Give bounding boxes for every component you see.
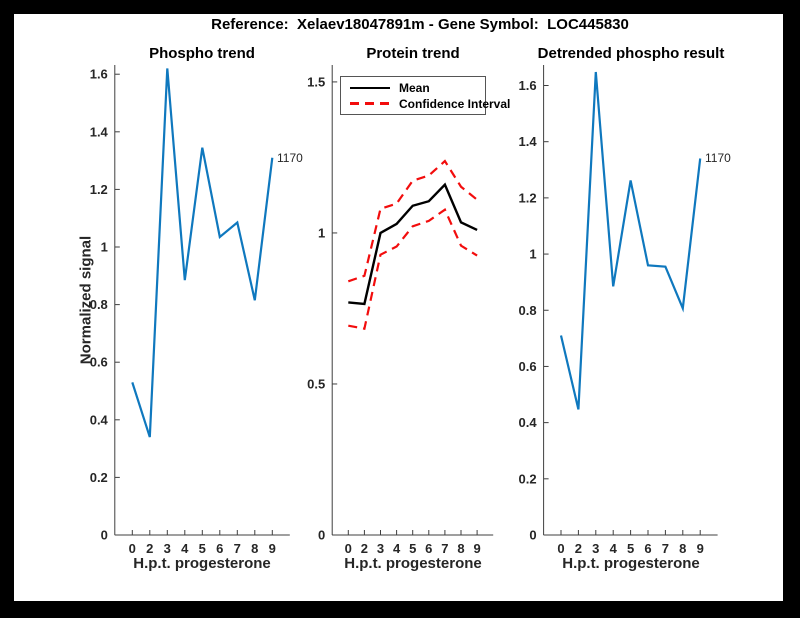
y-tick-label: 1 [529, 247, 536, 262]
y-tick-label: 0.8 [90, 297, 108, 312]
x-tick-label: 6 [644, 541, 651, 556]
y-tick-label: 1.4 [90, 124, 109, 139]
x-tick-label: 9 [269, 541, 276, 556]
y-tick-label: 1.4 [519, 134, 538, 149]
legend-entry-mean: Mean [341, 80, 485, 95]
subplot-title-detrended: Detrended phospho result [537, 45, 725, 62]
x-tick-label: 7 [441, 541, 448, 556]
y-tick-label: 0.8 [519, 303, 537, 318]
x-tick-label: 8 [679, 541, 686, 556]
y-tick-label: 1.6 [519, 78, 537, 93]
legend-entry-ci: Confidence Interval [341, 96, 510, 111]
x-tick-label: 5 [627, 541, 634, 556]
x-tick-label: 4 [610, 541, 618, 556]
x-tick-label: 0 [557, 541, 564, 556]
y-tick-label: 1.2 [90, 182, 108, 197]
y-tick-label: 0.2 [519, 471, 537, 486]
legend-label-mean: Mean [399, 80, 430, 95]
y-tick-label: 0.2 [90, 470, 108, 485]
y-tick-label: 1 [101, 240, 108, 255]
y-tick-label: 0.5 [307, 376, 325, 391]
x-tick-label: 5 [409, 541, 416, 556]
y-tick-label: 0 [529, 528, 536, 543]
endpoint-label-1: 1170 [277, 151, 303, 165]
x-tick-label: 3 [592, 541, 599, 556]
x-tick-label: 0 [129, 541, 136, 556]
y-tick-label: 1.2 [519, 190, 537, 205]
x-axis-label-1: H.p.t. progesterone [133, 555, 271, 572]
y-tick-label: 1.6 [90, 67, 108, 82]
series-line-phospho-signal [131, 68, 274, 438]
series-line-confidence-lower [348, 208, 478, 330]
x-tick-label: 2 [361, 541, 368, 556]
y-tick-label: 1.5 [307, 74, 325, 89]
y-tick-label: 0.6 [519, 359, 537, 374]
x-axis-label-3: H.p.t. progesterone [562, 555, 700, 572]
figure-title: Reference: Xelaev18047891m - Gene Symbol… [211, 16, 629, 33]
y-tick-label: 0.4 [90, 412, 109, 427]
x-tick-label: 3 [377, 541, 384, 556]
x-tick-label: 6 [216, 541, 223, 556]
x-tick-label: 9 [473, 541, 480, 556]
x-tick-label: 7 [662, 541, 669, 556]
y-axis-label: Normalized signal [77, 235, 95, 365]
subplot-title-protein: Protein trend [366, 45, 460, 62]
x-tick-label: 8 [251, 541, 258, 556]
x-tick-label: 4 [181, 541, 189, 556]
y-tick-label: 0.4 [519, 415, 538, 430]
x-axis-label-2: H.p.t. progesterone [344, 555, 482, 572]
x-tick-label: 8 [457, 541, 464, 556]
legend-label-ci: Confidence Interval [399, 96, 511, 111]
x-tick-label: 0 [345, 541, 352, 556]
endpoint-label-3: 1170 [705, 151, 731, 165]
x-tick-label: 4 [393, 541, 401, 556]
series-line-confidence-upper [347, 159, 478, 283]
x-tick-label: 7 [234, 541, 241, 556]
mean-line-sample-icon [350, 86, 390, 89]
subplot-title-phospho: Phospho trend [149, 45, 255, 62]
x-tick-label: 5 [199, 541, 206, 556]
x-tick-label: 3 [164, 541, 171, 556]
x-tick-label: 9 [697, 541, 704, 556]
x-tick-label: 2 [146, 541, 153, 556]
x-tick-label: 2 [575, 541, 582, 556]
ci-line-sample-icon [350, 102, 390, 105]
legend-box: Mean Confidence Interval [340, 76, 510, 115]
x-tick-label: 6 [425, 541, 432, 556]
y-tick-label: 0.6 [90, 355, 108, 370]
series-line-mean [348, 182, 478, 306]
series-line-detrended-phospho [559, 71, 702, 410]
y-tick-label: 1 [318, 225, 325, 240]
y-tick-label: 0 [318, 528, 325, 543]
y-tick-label: 0 [101, 528, 108, 543]
